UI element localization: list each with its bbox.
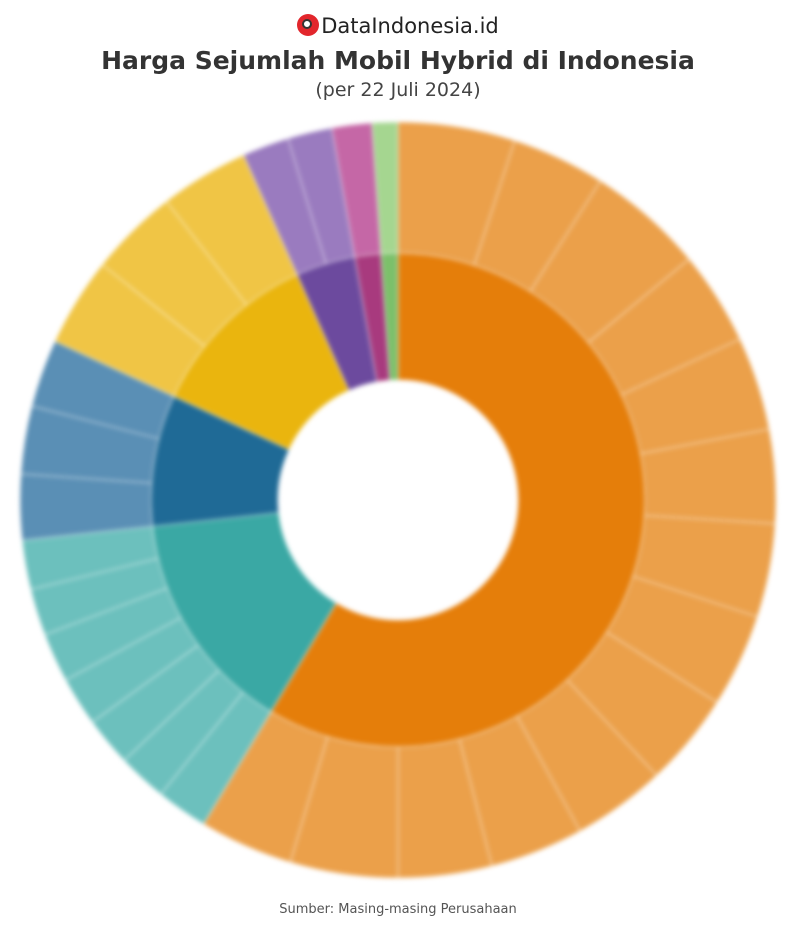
chart-subtitle: (per 22 Juli 2024) [315,79,481,101]
sunburst-chart [19,121,777,879]
brand-name: DataIndonesia.id [321,14,499,38]
magnifier-logo-icon [297,14,320,36]
source-note: Sumber: Masing-masing Perusahaan [279,902,517,917]
brand-logo: DataIndonesia.id [0,14,796,38]
outer-segment-6-0[interactable] [371,121,399,255]
chart-title: Harga Sejumlah Mobil Hybrid di Indonesia [101,46,695,75]
